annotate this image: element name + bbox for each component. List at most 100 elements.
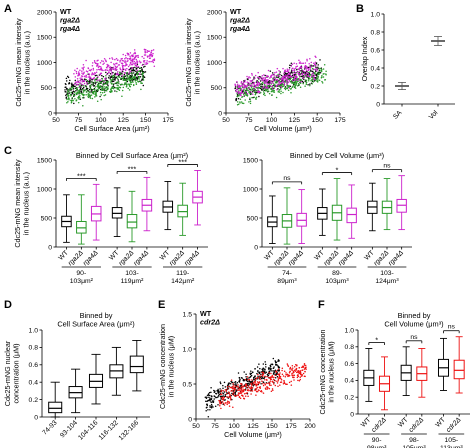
chart-a-left-point-wt [83, 96, 85, 99]
chart-a-left-point-rga4-delta [128, 64, 131, 66]
chart-e-point-wt [266, 373, 269, 376]
chart-e-point-wt [224, 393, 227, 396]
chart-a-left-point-rga4-delta [124, 60, 127, 62]
chart-a-right-point-rga4-delta [292, 73, 295, 76]
chart-a-left-point-wt [69, 79, 71, 82]
chart-a-left-point-rga2-delta [110, 88, 112, 90]
chart-a-left-points [64, 48, 156, 107]
chart-a-right-point-rga2-delta [272, 89, 274, 92]
chart-a-right-point-rga2-delta [279, 80, 282, 83]
chart-e-point-cdr2-delta [232, 385, 234, 388]
chart-c-right-sig-label: ns [383, 163, 391, 170]
chart-e-point-cdr2-delta [291, 368, 293, 371]
chart-a-right-point-rga2-delta [244, 92, 247, 95]
chart-a-right-point-rga4-delta [285, 80, 288, 83]
chart-a-right-point-rga4-delta [305, 74, 307, 76]
chart-a-right-point-rga4-delta [268, 83, 270, 86]
chart-d-box-group [88, 353, 104, 405]
chart-e-point-cdr2-delta [261, 371, 263, 374]
chart-a-right-point-rga2-delta [299, 79, 301, 82]
chart-e-point-cdr2-delta [281, 367, 284, 369]
chart-e-point-cdr2-delta [221, 400, 224, 403]
chart-a-right-point-rga4-delta [265, 85, 268, 88]
chart-a-left-point-wt [89, 81, 91, 84]
chart-e-point-cdr2-delta [276, 380, 278, 383]
chart-a-left-point-rga2-delta [107, 88, 109, 90]
chart-c-left-strain-label: rga2Δ [168, 249, 186, 267]
chart-a-left-point-rga2-delta [100, 98, 102, 101]
chart-a-left-point-rga4-delta [82, 68, 85, 71]
chart-f-strain-label: WT [397, 416, 409, 428]
chart-f-group-label: 105- [445, 437, 459, 444]
chart-f-strain-label: WT [434, 416, 446, 428]
chart-a-left-point-rga4-delta [130, 61, 132, 64]
chart-a-right-point-rga4-delta [290, 65, 293, 67]
chart-c-right-group-label: 74- [282, 270, 292, 277]
chart-e-point-wt [217, 404, 219, 406]
chart-a-right-point-rga4-delta [240, 80, 243, 83]
chart-e-point-wt [269, 367, 271, 369]
chart-c-left-group-label: 90- [76, 270, 86, 277]
chart-a-left-point-rga4-delta [132, 62, 134, 64]
chart-a-left-point-rga4-delta [133, 60, 136, 63]
chart-e-point-cdr2-delta [229, 386, 232, 389]
chart-e-point-cdr2-delta [266, 386, 268, 388]
chart-a-right-x-tick-label: 75 [245, 117, 253, 124]
chart-a-left-point-rga4-delta [80, 83, 82, 85]
chart-e-point-cdr2-delta [264, 378, 266, 381]
chart-e-point-cdr2-delta [259, 387, 261, 390]
chart-e-point-cdr2-delta [256, 386, 259, 389]
chart-e-point-wt [262, 381, 264, 383]
chart-a-left-point-rga4-delta [92, 78, 94, 80]
chart-e-point-wt [246, 380, 249, 383]
chart-a-right-point-rga4-delta [278, 73, 281, 75]
chart-a-left-x-tick-label: 150 [140, 117, 152, 124]
chart-a-right-point-rga4-delta [314, 63, 316, 66]
chart-a-left-point-rga4-delta [85, 70, 88, 72]
chart-a-left-point-rga4-delta [143, 59, 146, 62]
chart-a-right-point-rga4-delta [309, 68, 311, 70]
chart-a-left-point-rga4-delta [141, 55, 143, 58]
chart-e-point-wt [258, 371, 261, 374]
chart-a-right-point-rga4-delta [307, 72, 310, 75]
chart-f-group-label: 90- [372, 437, 382, 444]
chart-a-left-point-rga2-delta [72, 99, 74, 101]
chart-a-right-x-tick-label: 125 [289, 117, 301, 124]
chart-a-left-point-rga2-delta [105, 81, 108, 83]
chart-a-left-point-rga2-delta [136, 79, 138, 81]
chart-a-left-point-rga4-delta [124, 54, 127, 57]
chart-a-right-point-rga2-delta [276, 80, 278, 83]
chart-e-x-tick-label: 200 [304, 423, 316, 430]
chart-e-point-cdr2-delta [287, 364, 289, 366]
chart-a-left-point-rga2-delta [100, 86, 102, 88]
chart-e-point-cdr2-delta [233, 394, 236, 397]
chart-a-right-point-wt [260, 88, 263, 91]
chart-a-left-point-rga4-delta [144, 54, 147, 56]
chart-a-right-point-rga4-delta [305, 68, 307, 70]
chart-e-point-cdr2-delta [271, 374, 274, 377]
chart-a-left-legend-entry: rga4Δ [60, 24, 80, 33]
chart-c-left-sig-label: *** [178, 157, 187, 166]
chart-a-right-y-tick-label: 0 [218, 110, 222, 117]
chart-a-left-point-rga4-delta [132, 55, 134, 58]
chart-e-point-cdr2-delta [234, 395, 237, 397]
chart-a-right-point-rga4-delta [256, 76, 259, 79]
chart-a-right-point-rga4-delta [253, 82, 255, 85]
chart-a-right-point-rga2-delta [292, 81, 294, 83]
chart-a-right-point-wt [252, 81, 254, 84]
chart-e-point-cdr2-delta [262, 371, 265, 374]
chart-a-left-point-rga2-delta [78, 92, 81, 95]
chart-c-left-group-label: 142μm² [171, 278, 195, 285]
chart-e-point-wt [209, 409, 211, 411]
chart-e-point-wt [263, 377, 265, 380]
chart-a-right-point-rga4-delta [276, 67, 279, 70]
chart-a-right-point-rga2-delta [321, 68, 323, 71]
chart-e-point-wt [212, 401, 215, 403]
chart-a-right-point-rga4-delta [304, 73, 306, 75]
chart-a-right-point-rga2-delta [268, 92, 271, 95]
chart-a-right-point-wt [310, 69, 312, 71]
chart-a-right-point-rga2-delta [255, 96, 258, 98]
chart-a-right-point-rga4-delta [238, 91, 240, 94]
chart-a-right-point-rga4-delta [246, 92, 249, 95]
chart-a-right-point-rga4-delta [242, 92, 245, 95]
